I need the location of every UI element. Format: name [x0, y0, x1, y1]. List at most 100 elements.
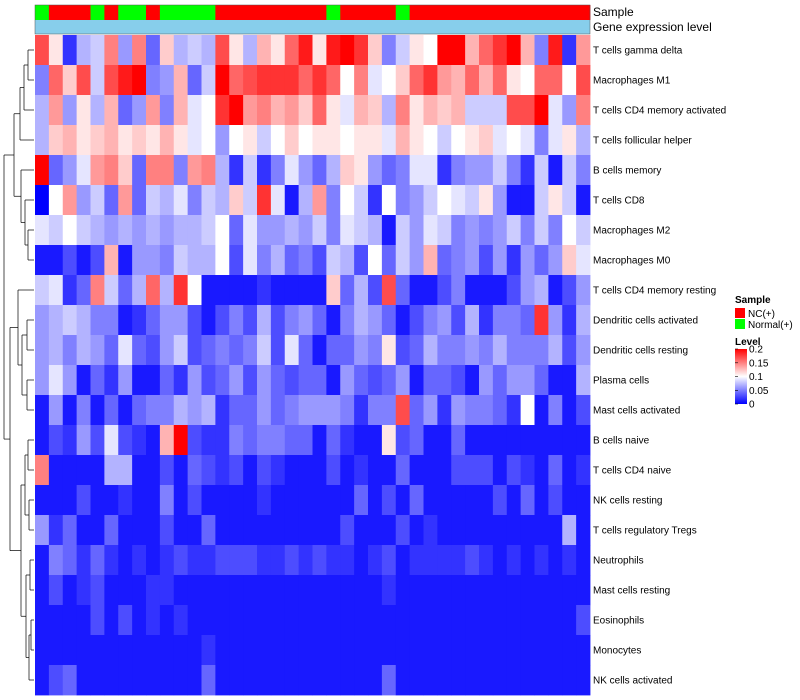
- heatmap-cell: [548, 425, 563, 456]
- heatmap-cell: [76, 215, 91, 246]
- heatmap-cell: [423, 155, 438, 186]
- heatmap-cell: [215, 545, 230, 576]
- heatmap-cell: [340, 185, 355, 216]
- heatmap-cell: [257, 395, 272, 426]
- heatmap-cell: [451, 635, 466, 666]
- row-label: T cells gamma delta: [593, 46, 683, 57]
- heatmap-cell: [90, 515, 105, 546]
- heatmap-cell: [173, 455, 189, 486]
- heatmap-cell: [90, 95, 105, 126]
- heatmap-cell: [76, 545, 91, 576]
- heatmap-cell: [340, 635, 355, 666]
- heatmap-cell: [298, 455, 313, 486]
- heatmap-cell: [132, 155, 147, 186]
- heatmap-cell: [326, 185, 341, 216]
- heatmap-cell: [312, 65, 327, 96]
- heatmap-cell: [284, 395, 300, 426]
- heatmap-cell: [35, 65, 50, 96]
- row-label: Mast cells resting: [593, 586, 670, 597]
- heatmap-cell: [257, 425, 272, 456]
- row-label: Plasma cells: [593, 376, 649, 387]
- heatmap-cell: [562, 65, 577, 96]
- heatmap-cell: [215, 185, 230, 216]
- heatmap-cell: [395, 185, 411, 216]
- heatmap-cell: [298, 545, 313, 576]
- heatmap-cell: [520, 545, 535, 576]
- heatmap-cell: [562, 425, 577, 456]
- heatmap-cell: [201, 665, 216, 696]
- heatmap-cell: [326, 125, 341, 156]
- heatmap-cell: [576, 95, 591, 126]
- heatmap-cell: [326, 155, 341, 186]
- sample-annotation-cell: [35, 5, 50, 20]
- heatmap-cell: [534, 635, 549, 666]
- heatmap-cell: [215, 155, 230, 186]
- heatmap-cell: [187, 485, 202, 516]
- heatmap-cell: [173, 335, 189, 366]
- heatmap-cell: [534, 65, 549, 96]
- heatmap-cell: [146, 575, 161, 606]
- heatmap-cell: [257, 545, 272, 576]
- heatmap-cell: [298, 275, 313, 306]
- heatmap-cell: [423, 635, 438, 666]
- heatmap-cell: [257, 665, 272, 696]
- heatmap-cell: [520, 365, 535, 396]
- heatmap-cell: [409, 65, 424, 96]
- heatmap-cell: [187, 515, 202, 546]
- heatmap-cell: [257, 155, 272, 186]
- heatmap-cell: [548, 455, 563, 486]
- heatmap-cell: [451, 155, 466, 186]
- heatmap-cell: [173, 395, 189, 426]
- heatmap-cell: [548, 275, 563, 306]
- row-label: NK cells activated: [593, 676, 672, 687]
- heatmap-cell: [437, 395, 452, 426]
- heatmap-cell: [215, 245, 230, 276]
- heatmap-cell: [368, 215, 383, 246]
- heatmap-cell: [368, 575, 383, 606]
- heatmap-cell: [465, 485, 480, 516]
- heatmap-cell: [62, 455, 78, 486]
- heatmap-cell: [354, 635, 369, 666]
- heatmap-cell: [35, 665, 50, 696]
- heatmap-cell: [187, 665, 202, 696]
- row-label: Macrophages M1: [593, 76, 671, 87]
- row-label: Dendritic cells resting: [593, 346, 688, 357]
- heatmap-cell: [368, 425, 383, 456]
- heatmap-cell: [409, 335, 424, 366]
- heatmap-cell: [562, 335, 577, 366]
- heatmap-cell: [395, 665, 411, 696]
- sample-annotation-cell: [437, 5, 452, 20]
- heatmap-cell: [451, 35, 466, 66]
- heatmap-cell: [548, 395, 563, 426]
- heatmap-cell: [284, 575, 300, 606]
- heatmap-cell: [520, 425, 535, 456]
- heatmap-cell: [187, 395, 202, 426]
- heatmap-cell: [270, 605, 286, 636]
- heatmap-cell: [62, 305, 78, 336]
- heatmap-cell: [62, 575, 78, 606]
- heatmap-cell: [201, 335, 216, 366]
- heatmap-cell: [118, 515, 133, 546]
- heatmap-cell: [159, 275, 175, 306]
- heatmap-cell: [479, 185, 494, 216]
- heatmap-cell: [520, 575, 535, 606]
- legend-level-ticks: 0.2 0.15 0.1 0.05 0: [735, 345, 769, 411]
- heatmap-cell: [229, 95, 244, 126]
- heatmap-cell: [173, 65, 189, 96]
- heatmap-cell: [423, 575, 438, 606]
- legend-sample-title: Sample: [735, 295, 771, 306]
- heatmap-cell: [368, 635, 383, 666]
- heatmap-cell: [215, 215, 230, 246]
- heatmap-cell: [409, 485, 424, 516]
- heatmap-cell: [368, 65, 383, 96]
- heatmap-cell: [451, 575, 466, 606]
- heatmap-cell: [479, 635, 494, 666]
- row-label: Dendritic cells activated: [593, 316, 698, 327]
- heatmap-cell: [534, 605, 549, 636]
- heatmap-cell: [548, 575, 563, 606]
- heatmap-cell: [104, 395, 119, 426]
- heatmap-cell: [257, 185, 272, 216]
- heatmap-cell: [173, 515, 189, 546]
- heatmap-cell: [90, 215, 105, 246]
- heatmap-cell: [215, 395, 230, 426]
